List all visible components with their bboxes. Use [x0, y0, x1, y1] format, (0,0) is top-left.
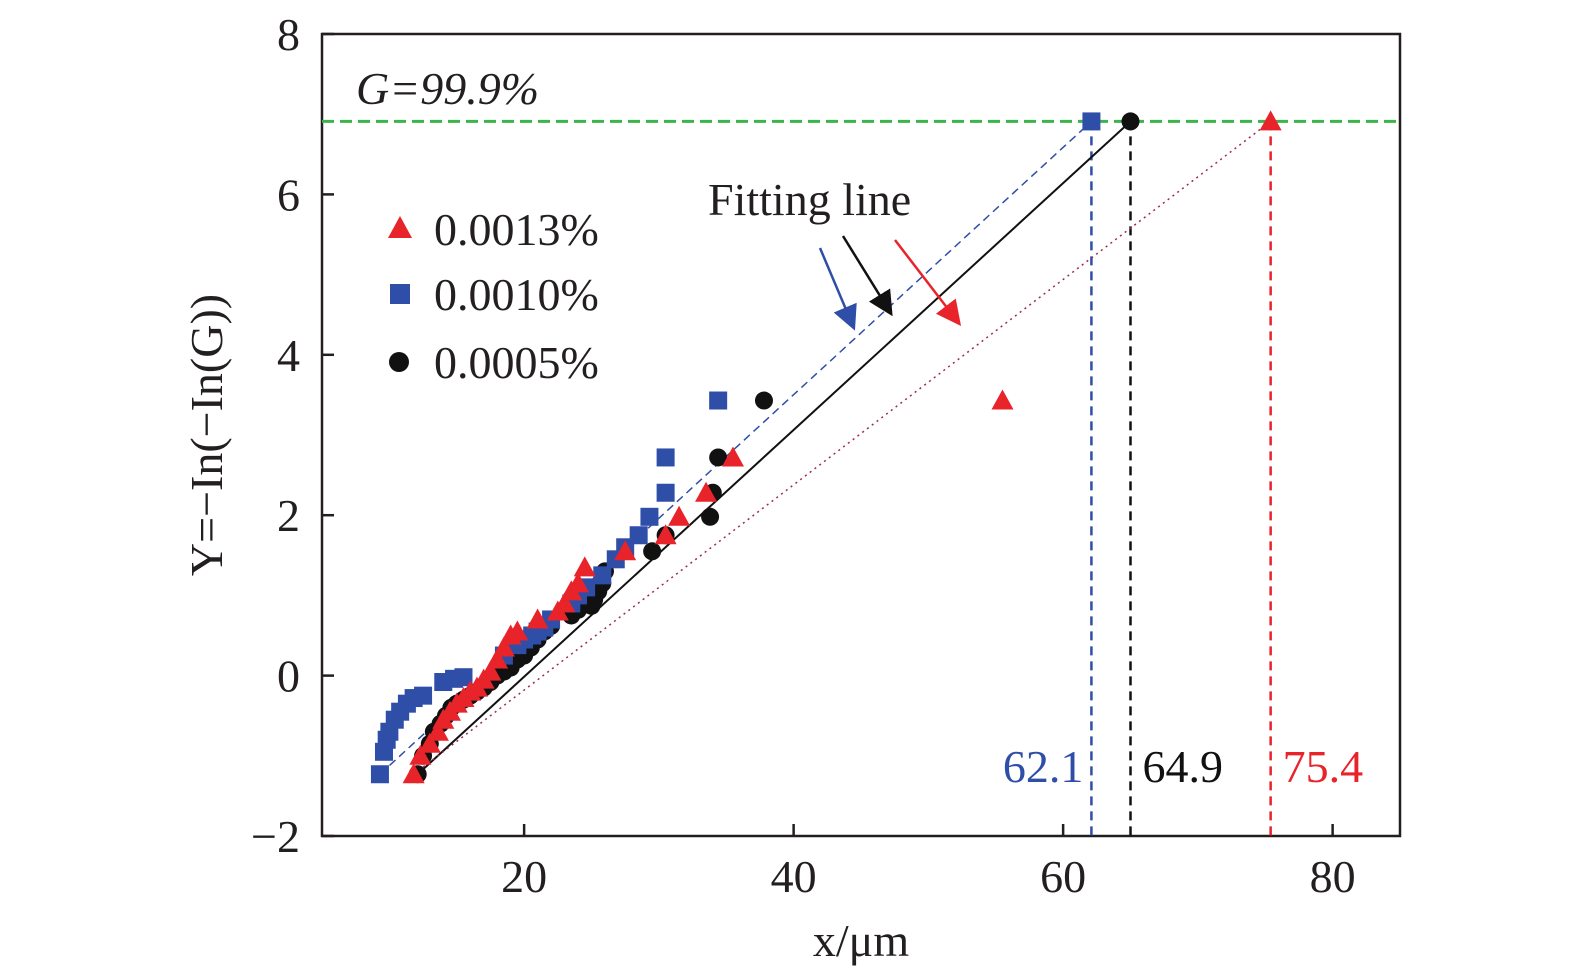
y-tick-label: 0 — [277, 651, 300, 702]
data-point-triangle — [991, 389, 1014, 410]
data-point-circle — [643, 542, 662, 561]
y-axis: −2 0 2 4 6 8 — [251, 9, 334, 862]
data-point-triangle — [506, 620, 529, 641]
data-point-triangle — [479, 660, 502, 681]
data-point-circle — [1121, 112, 1140, 131]
data-point-square — [656, 448, 675, 467]
y-tick-label: −2 — [251, 811, 300, 862]
data-point-triangle — [409, 744, 432, 765]
plot-frame — [320, 32, 1402, 838]
data-point-triangle — [573, 556, 596, 577]
y-tick-label: 4 — [277, 330, 300, 381]
data-point-square — [629, 526, 648, 545]
data-point-square — [1082, 112, 1101, 131]
data-point-square — [656, 483, 675, 502]
data-point-triangle — [721, 446, 744, 467]
data-point-circle — [754, 391, 773, 410]
fitting-arrow-black — [841, 235, 893, 317]
data-point-triangle — [614, 540, 637, 561]
data-point-circle — [709, 448, 728, 467]
fitting-line-label: Fitting line — [708, 174, 911, 225]
legend-label-0013: 0.0013% — [434, 204, 599, 255]
x-tick-label: 60 — [1040, 851, 1086, 902]
fitting-arrow-blue — [818, 247, 857, 331]
data-point-triangle — [553, 592, 576, 613]
legend: 0.0013% 0.0010% 0.0005% — [388, 204, 599, 388]
legend-marker-circle — [389, 352, 409, 372]
data-point-square — [414, 686, 433, 705]
legend-marker-square — [390, 284, 410, 304]
data-point-triangle — [1259, 110, 1282, 131]
legend-label-0010: 0.0010% — [434, 269, 599, 320]
data-point-square — [640, 507, 659, 526]
legend-marker-triangle — [388, 216, 412, 238]
data-point-triangle — [486, 648, 509, 669]
data-point-triangle — [695, 481, 718, 502]
data-point-triangle — [492, 636, 515, 657]
intercept-label: 75.4 — [1283, 741, 1364, 792]
x-tick-label: 80 — [1310, 851, 1356, 902]
data-point-triangle — [402, 763, 425, 784]
data-point-square — [370, 765, 389, 784]
intercept-label: 62.1 — [1003, 741, 1084, 792]
data-point-triangle — [418, 732, 441, 753]
reference-line-label: G=99.9% — [356, 63, 539, 114]
legend-label-0005: 0.0005% — [434, 337, 599, 388]
y-tick-label: 6 — [277, 169, 300, 220]
data-point-triangle — [426, 720, 449, 741]
x-tick-label: 20 — [501, 851, 547, 902]
y-axis-title: Y=−In(−In(G)) — [181, 294, 232, 576]
data-point-circle — [701, 507, 720, 526]
x-axis: 20 40 60 80 — [501, 824, 1356, 902]
intercept-labels: 62.1 64.9 75.4 — [1003, 741, 1363, 792]
x-tick-label: 40 — [771, 851, 817, 902]
data-points — [370, 110, 1282, 784]
data-point-square — [593, 566, 612, 585]
data-point-square — [709, 391, 728, 410]
intercept-label: 64.9 — [1143, 741, 1224, 792]
fit-line — [416, 120, 1132, 775]
data-point-triangle — [654, 524, 677, 545]
fitting-arrow-red — [894, 239, 962, 326]
y-tick-label: 8 — [277, 9, 300, 60]
y-tick-label: 2 — [277, 490, 300, 541]
data-point-triangle — [567, 572, 590, 593]
data-point-square — [454, 668, 473, 687]
data-point-triangle — [668, 505, 691, 526]
x-axis-title: x/μm — [813, 915, 909, 966]
data-point-triangle — [526, 608, 549, 629]
